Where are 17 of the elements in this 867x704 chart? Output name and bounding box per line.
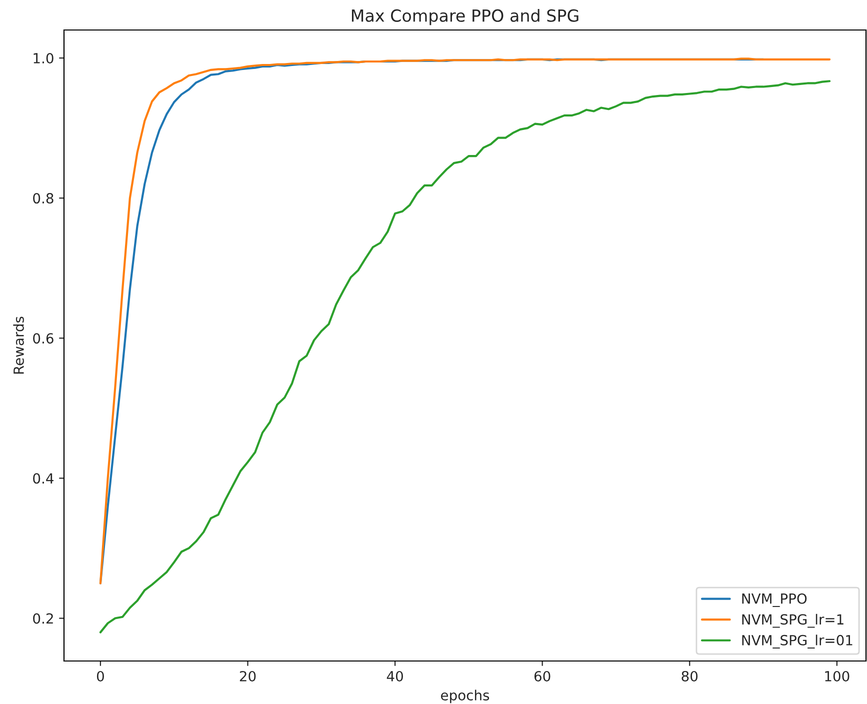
y-axis-title: Rewards (13, 316, 24, 374)
legend-label: NVM_PPO (742, 593, 807, 607)
y-tick-label: 0.6 (33, 333, 54, 344)
y-tick-label: 0.4 (33, 473, 54, 484)
x-tick-label: 80 (682, 670, 698, 682)
legend-label: NVM_SPG_lr=1 (742, 614, 844, 628)
x-tick-label: 100 (825, 670, 850, 682)
y-tick-label: 1.0 (34, 52, 54, 64)
x-tick-label: 0 (96, 670, 104, 682)
x-tick-label: 60 (534, 670, 550, 682)
legend-label: NVM_SPG_lr=01 (742, 634, 852, 648)
y-tick-label: 0.8 (33, 193, 54, 204)
chart-title: Max Compare PPO and SPG (352, 9, 578, 26)
x-axis-title: epochs (441, 690, 490, 704)
x-tick-label: 20 (240, 670, 256, 682)
y-tick-label: 0.2 (33, 613, 53, 624)
x-tick-label: 40 (386, 670, 403, 682)
